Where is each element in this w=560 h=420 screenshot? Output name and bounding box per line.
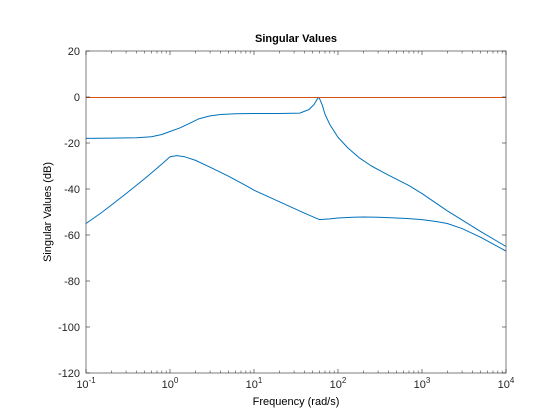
y-tick-label: 20 [68, 46, 80, 58]
x-tick-label: 102 [330, 376, 347, 391]
y-tick-label: -120 [58, 368, 80, 380]
y-tick-label: -60 [64, 230, 80, 242]
y-tick-label: -80 [64, 276, 80, 288]
x-tick-label: 10-1 [76, 376, 96, 391]
y-tick-label: -100 [58, 322, 80, 334]
x-tick-label: 100 [162, 376, 179, 391]
chart-title: Singular Values [255, 33, 337, 45]
x-tick-label: 104 [498, 376, 515, 391]
series-group [85, 96, 507, 252]
series-line-1 [85, 97, 507, 247]
x-tick-label: 103 [414, 376, 431, 391]
y-tick-label: 0 [74, 92, 80, 104]
y-tick-label: -40 [64, 184, 80, 196]
x-axis-label: Frequency (rad/s) [253, 396, 340, 408]
y-axis-label: Singular Values (dB) [42, 162, 54, 262]
axes-box [85, 50, 507, 374]
x-tick-label: 101 [246, 376, 263, 391]
series-line-2 [85, 155, 507, 252]
plot-area [86, 51, 506, 373]
y-tick-label: -20 [64, 138, 80, 150]
